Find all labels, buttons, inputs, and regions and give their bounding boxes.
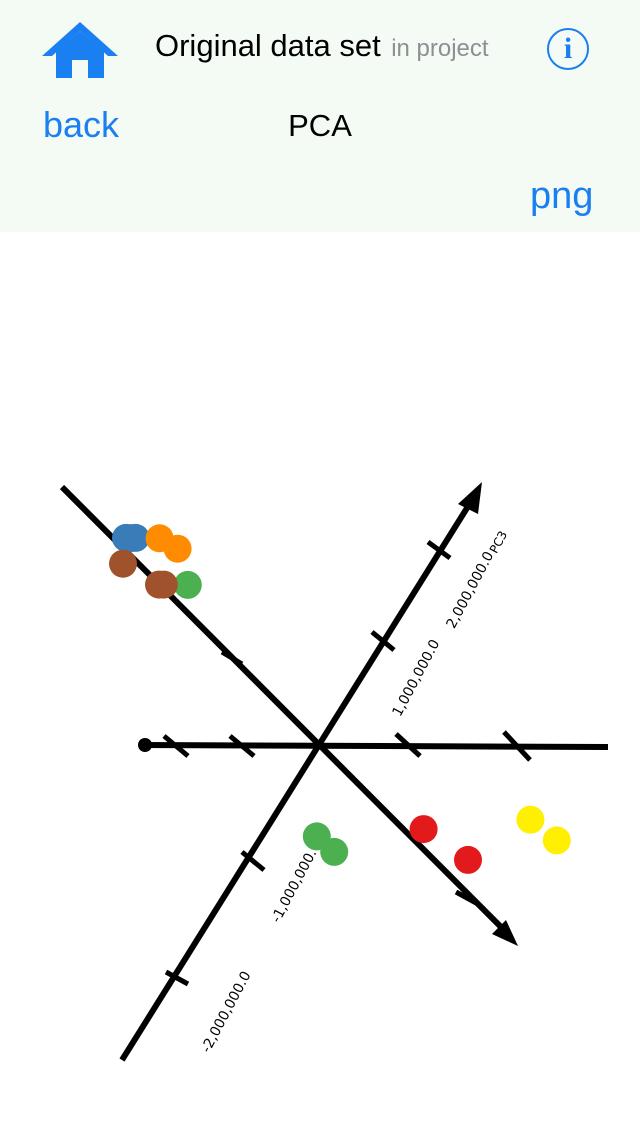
pca-3d-scatter: -2,000,000.0-1,000,000.0 1,000,000.02,000… <box>59 482 609 1062</box>
title-row: Original data set in project <box>155 28 489 64</box>
info-icon[interactable]: i <box>547 28 589 70</box>
axis-tick <box>240 850 266 872</box>
axis-tick <box>162 734 190 758</box>
page-title: Original data set <box>155 28 381 63</box>
vertical-axis-tick-label: 1,000,000.0 <box>390 637 444 719</box>
pc3-axis-label: PC3 <box>487 529 510 556</box>
header: Original data set in project i back PCA … <box>0 0 640 232</box>
pc1-axis <box>139 742 609 750</box>
pc3-axis-arrow <box>492 920 518 946</box>
pc2-axis-arrow <box>458 482 482 514</box>
data-point <box>149 570 178 599</box>
home-icon <box>42 22 118 78</box>
data-point <box>516 805 545 834</box>
axis-tick <box>426 539 452 561</box>
home-button[interactable] <box>38 18 122 82</box>
vertical-axis-tick-label: 2,000,000.0 <box>444 549 498 631</box>
data-point <box>109 549 137 578</box>
data-point <box>320 837 349 866</box>
pc1-axis-start-marker <box>138 738 152 752</box>
axis-tick <box>220 649 244 667</box>
axis-tick <box>370 630 396 652</box>
export-png-button[interactable]: png <box>530 175 594 217</box>
pc2-axis <box>119 498 475 1062</box>
nav-title: PCA <box>288 108 352 143</box>
axis-tick <box>502 730 532 762</box>
data-point <box>454 845 482 874</box>
data-point <box>116 524 145 553</box>
vertical-axis-tick-label: -1,000,000.0 <box>268 839 324 926</box>
pca-plot: -2,000,000.0 -1,000,000.0 1,000,000.0 2,000… <box>0 232 640 1136</box>
data-point <box>542 826 571 855</box>
axis-tick <box>228 734 256 758</box>
axis-tick <box>164 969 190 987</box>
back-button[interactable]: back <box>43 104 120 145</box>
data-point <box>163 534 192 563</box>
axis-tick <box>394 732 422 758</box>
page-subtitle: in project <box>391 35 489 62</box>
data-point <box>409 815 438 844</box>
axis-tick <box>454 889 480 907</box>
data-point <box>173 570 202 599</box>
vertical-axis-tick-label: -2,000,000.0 <box>198 969 254 1056</box>
